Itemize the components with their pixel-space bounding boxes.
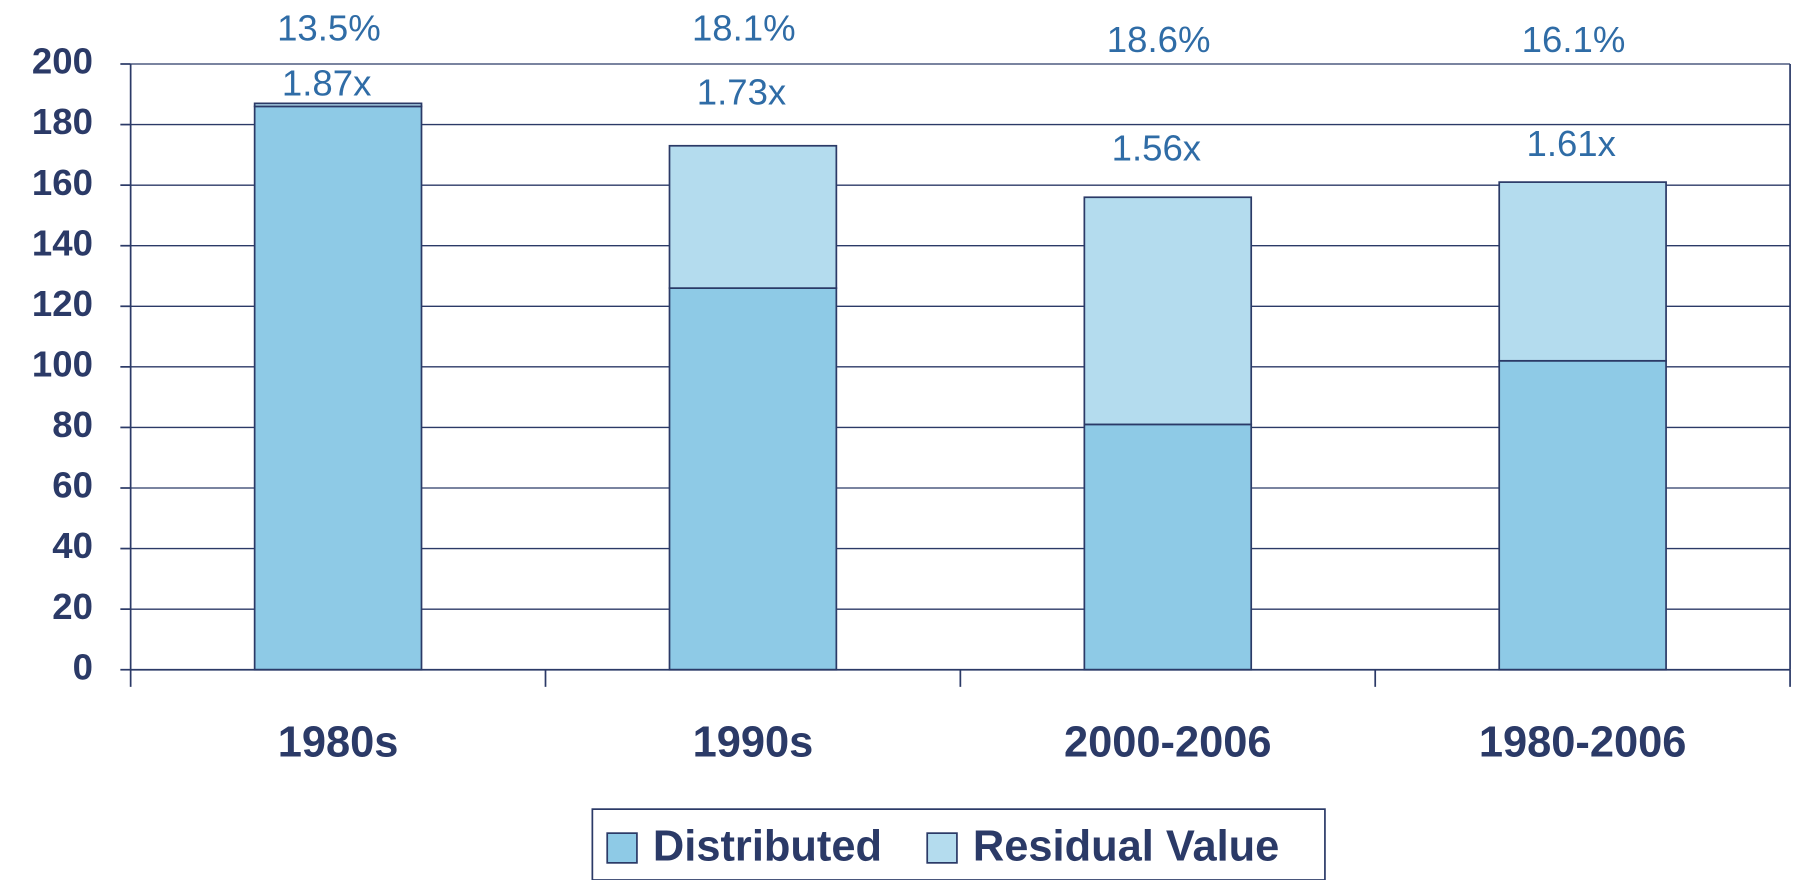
bar-segment <box>1498 181 1667 362</box>
bar-segment <box>1083 423 1253 671</box>
multiple-label: 1.87x <box>282 62 371 103</box>
y-tick-label: 140 <box>32 222 93 263</box>
multiple-label: 1.73x <box>697 72 786 113</box>
x-tick-label: 2000-2006 <box>1064 719 1272 767</box>
y-tick-label: 100 <box>32 344 93 385</box>
multiple-label: 1.61x <box>1526 123 1615 164</box>
percent-label: 13.5% <box>277 8 381 49</box>
legend-box <box>591 808 1326 880</box>
x-tick-label: 1990s <box>693 719 814 767</box>
y-tick-label: 200 <box>32 41 93 82</box>
percent-label: 18.6% <box>1107 19 1211 60</box>
bar-segment <box>1083 196 1253 426</box>
y-tick-label: 180 <box>32 101 93 142</box>
bar-segment <box>253 102 423 108</box>
y-tick-label: 20 <box>52 586 93 627</box>
legend-label: Distributed <box>653 823 882 871</box>
bar-segment <box>668 287 838 671</box>
y-tick-label: 0 <box>73 646 93 687</box>
legend-swatch <box>606 832 638 864</box>
y-tick-label: 160 <box>32 162 93 203</box>
percent-label: 18.1% <box>692 8 796 49</box>
x-tick-label: 1980-2006 <box>1479 719 1687 767</box>
percent-label: 16.1% <box>1522 19 1626 60</box>
x-tick-label: 1980s <box>278 719 399 767</box>
y-tick-label: 80 <box>52 404 93 445</box>
bar-segment <box>1498 359 1667 671</box>
multiple-label: 1.56x <box>1112 128 1201 169</box>
y-tick-label: 120 <box>32 283 93 324</box>
y-tick-label: 40 <box>52 525 93 566</box>
bar-segment <box>253 105 423 671</box>
legend-swatch <box>926 832 958 864</box>
y-tick-label: 60 <box>52 465 93 506</box>
bar-segment <box>668 144 838 289</box>
legend-label: Residual Value <box>973 823 1279 871</box>
